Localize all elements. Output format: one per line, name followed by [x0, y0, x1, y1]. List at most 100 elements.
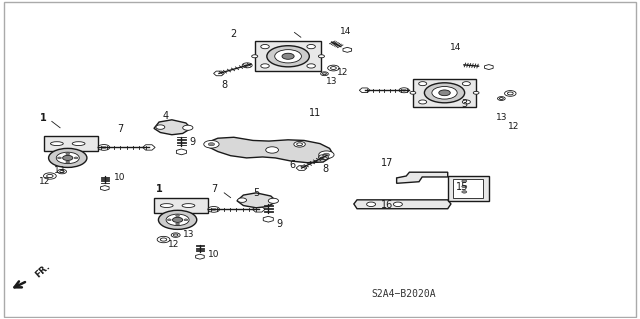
Circle shape: [60, 170, 64, 173]
Circle shape: [432, 86, 457, 99]
Circle shape: [66, 161, 70, 163]
Polygon shape: [252, 207, 265, 212]
Circle shape: [319, 155, 328, 160]
Text: 10: 10: [114, 173, 125, 182]
Circle shape: [508, 92, 513, 95]
Bar: [154, 198, 208, 213]
Text: 7: 7: [211, 184, 218, 195]
Circle shape: [307, 64, 316, 68]
Circle shape: [58, 169, 67, 174]
Circle shape: [266, 147, 278, 153]
Text: 8: 8: [221, 80, 227, 90]
Circle shape: [439, 90, 451, 96]
Circle shape: [275, 50, 301, 63]
Circle shape: [323, 73, 326, 75]
Circle shape: [282, 53, 294, 59]
Text: 15: 15: [456, 182, 468, 192]
Text: 9: 9: [189, 137, 196, 147]
Text: 6: 6: [289, 160, 296, 170]
Circle shape: [74, 157, 78, 159]
Bar: [453, 179, 483, 198]
Circle shape: [462, 100, 470, 104]
Circle shape: [323, 153, 330, 156]
Polygon shape: [354, 200, 451, 209]
Circle shape: [394, 202, 403, 206]
Circle shape: [504, 91, 516, 96]
Circle shape: [173, 217, 182, 222]
Circle shape: [56, 152, 79, 164]
Circle shape: [157, 236, 170, 243]
Polygon shape: [100, 186, 109, 190]
Circle shape: [319, 55, 324, 58]
Text: 1: 1: [40, 113, 47, 123]
Text: 7: 7: [118, 124, 124, 134]
Circle shape: [419, 100, 427, 104]
Bar: [44, 137, 98, 151]
Circle shape: [424, 83, 465, 103]
Polygon shape: [177, 149, 186, 155]
Circle shape: [49, 148, 87, 167]
Circle shape: [321, 72, 328, 76]
Ellipse shape: [72, 142, 85, 145]
Circle shape: [204, 140, 219, 148]
Text: 10: 10: [208, 249, 220, 259]
Text: 9: 9: [276, 219, 283, 229]
Text: 3: 3: [462, 99, 468, 109]
Text: 1: 1: [156, 184, 163, 195]
Text: 12: 12: [508, 122, 520, 131]
Circle shape: [319, 151, 334, 159]
Circle shape: [98, 145, 109, 150]
Polygon shape: [263, 216, 273, 222]
Polygon shape: [208, 137, 333, 163]
Circle shape: [47, 174, 53, 178]
Circle shape: [399, 88, 409, 93]
Text: 4: 4: [163, 111, 168, 122]
Circle shape: [462, 191, 467, 193]
Text: 14: 14: [340, 27, 352, 36]
Circle shape: [102, 146, 106, 149]
Circle shape: [473, 91, 479, 94]
Text: 13: 13: [182, 230, 194, 239]
Text: 16: 16: [381, 200, 393, 210]
Circle shape: [208, 143, 214, 146]
Circle shape: [166, 214, 189, 226]
Circle shape: [497, 97, 505, 100]
Circle shape: [208, 206, 220, 212]
Polygon shape: [154, 120, 191, 135]
Text: 12: 12: [39, 177, 51, 187]
Circle shape: [462, 180, 467, 182]
Circle shape: [294, 141, 305, 147]
Circle shape: [260, 64, 269, 68]
Circle shape: [321, 156, 325, 158]
Circle shape: [172, 233, 180, 237]
Circle shape: [175, 223, 179, 225]
Circle shape: [156, 125, 165, 129]
Bar: [448, 176, 489, 201]
Circle shape: [211, 208, 216, 211]
Circle shape: [267, 46, 309, 67]
Polygon shape: [214, 71, 224, 76]
Polygon shape: [359, 88, 370, 93]
Ellipse shape: [161, 204, 173, 207]
Polygon shape: [397, 172, 448, 183]
Text: 12: 12: [168, 240, 179, 249]
Polygon shape: [296, 166, 307, 170]
Circle shape: [58, 157, 61, 159]
Text: S2A4−B2020A: S2A4−B2020A: [371, 289, 436, 299]
Circle shape: [297, 143, 303, 146]
Circle shape: [268, 198, 278, 203]
Circle shape: [462, 82, 470, 86]
Bar: [255, 41, 321, 71]
Circle shape: [252, 55, 258, 58]
Ellipse shape: [51, 142, 63, 145]
Text: 13: 13: [54, 167, 66, 175]
Text: 8: 8: [322, 164, 328, 174]
Text: FR.: FR.: [34, 261, 52, 279]
Circle shape: [367, 202, 376, 206]
Circle shape: [402, 89, 406, 91]
Circle shape: [184, 219, 188, 221]
Circle shape: [245, 64, 249, 66]
Circle shape: [330, 67, 336, 70]
Circle shape: [462, 185, 467, 188]
Text: 13: 13: [326, 78, 338, 86]
